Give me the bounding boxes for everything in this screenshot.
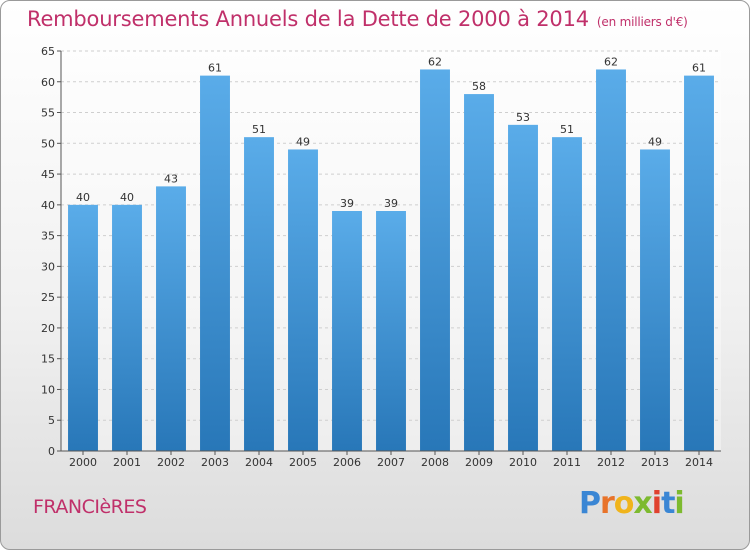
x-axis: 2000 2001 2002 2003 2004 2005 2006 2007 2008 2009… bbox=[61, 450, 721, 469]
y-tick-label: 5 bbox=[48, 414, 55, 427]
bar bbox=[508, 124, 538, 451]
data-label: 49 bbox=[648, 135, 662, 148]
logo-letter: o bbox=[613, 486, 635, 521]
y-tick-label: 35 bbox=[41, 230, 55, 243]
data-label: 40 bbox=[120, 191, 134, 204]
logo-letter: i bbox=[674, 486, 684, 521]
y-tick-label: 45 bbox=[41, 168, 55, 181]
x-tick-label: 2003 bbox=[201, 456, 229, 469]
data-label: 62 bbox=[604, 55, 618, 68]
data-label: 61 bbox=[692, 62, 706, 75]
y-tick-label: 0 bbox=[48, 445, 55, 458]
logo-letter: r bbox=[600, 486, 615, 521]
x-tick-label: 2006 bbox=[333, 456, 361, 469]
data-label: 39 bbox=[340, 197, 354, 210]
bar bbox=[464, 94, 494, 452]
bar bbox=[376, 211, 406, 451]
chart-title: Remboursements Annuels de la Dette de 20… bbox=[27, 7, 688, 31]
y-tick-label: 20 bbox=[41, 322, 55, 335]
y-tick-label: 10 bbox=[41, 383, 55, 396]
y-tick-label: 30 bbox=[41, 260, 55, 273]
y-tick-label: 25 bbox=[41, 291, 55, 304]
x-tick-label: 2000 bbox=[69, 456, 97, 469]
bar bbox=[288, 149, 318, 451]
x-tick-label: 2002 bbox=[157, 456, 185, 469]
y-tick-label: 60 bbox=[41, 76, 55, 89]
bar bbox=[68, 204, 98, 451]
data-label: 58 bbox=[472, 80, 486, 93]
x-tick-label: 2011 bbox=[553, 456, 581, 469]
y-tick-label: 55 bbox=[41, 107, 55, 120]
data-label: 43 bbox=[164, 172, 178, 185]
data-label: 39 bbox=[384, 197, 398, 210]
chart-title-text: Remboursements Annuels de la Dette de 20… bbox=[27, 7, 589, 31]
x-tick-label: 2007 bbox=[377, 456, 405, 469]
y-tick-label: 65 bbox=[41, 45, 55, 58]
data-label: 61 bbox=[208, 62, 222, 75]
chart-unit: (en milliers d'€) bbox=[596, 15, 688, 29]
y-tick-label: 50 bbox=[41, 137, 55, 150]
x-tick-label: 2014 bbox=[685, 456, 713, 469]
bar bbox=[420, 69, 450, 451]
town-name: FRANCIèRES bbox=[33, 496, 147, 518]
y-tick-label: 15 bbox=[41, 353, 55, 366]
y-tick-label: 40 bbox=[41, 199, 55, 212]
logo-letter: P bbox=[579, 486, 601, 521]
x-tick-label: 2012 bbox=[597, 456, 625, 469]
logo-letter: i bbox=[651, 486, 662, 521]
bar bbox=[640, 149, 670, 451]
proxiti-logo: Proxiti bbox=[579, 486, 685, 521]
bar bbox=[200, 75, 230, 451]
x-tick-label: 2004 bbox=[245, 456, 273, 469]
x-tick-label: 2009 bbox=[465, 456, 493, 469]
bar bbox=[596, 69, 626, 451]
x-tick-label: 2013 bbox=[641, 456, 669, 469]
x-tick-label: 2008 bbox=[421, 456, 449, 469]
bars: 40 40 43 61 51 49 39 39 62 58 53 51 62 49 61 bbox=[68, 55, 714, 452]
data-label: 53 bbox=[516, 111, 530, 124]
data-label: 51 bbox=[252, 123, 266, 136]
data-label: 62 bbox=[428, 55, 442, 68]
bar bbox=[684, 75, 714, 451]
x-tick-label: 2001 bbox=[113, 456, 141, 469]
x-tick-label: 2010 bbox=[509, 456, 537, 469]
bar bbox=[332, 211, 362, 451]
bar bbox=[112, 204, 142, 451]
data-label: 51 bbox=[560, 123, 574, 136]
x-tick-label: 2005 bbox=[289, 456, 317, 469]
data-label: 49 bbox=[296, 135, 310, 148]
data-label: 40 bbox=[76, 191, 90, 204]
bar bbox=[156, 186, 186, 451]
y-axis: 0 5 10 15 20 25 30 35 40 45 50 55 60 65 bbox=[41, 45, 62, 458]
logo-letter: t bbox=[661, 486, 675, 521]
logo-letter: x bbox=[633, 486, 652, 521]
bar bbox=[552, 137, 582, 451]
bar bbox=[244, 137, 274, 451]
